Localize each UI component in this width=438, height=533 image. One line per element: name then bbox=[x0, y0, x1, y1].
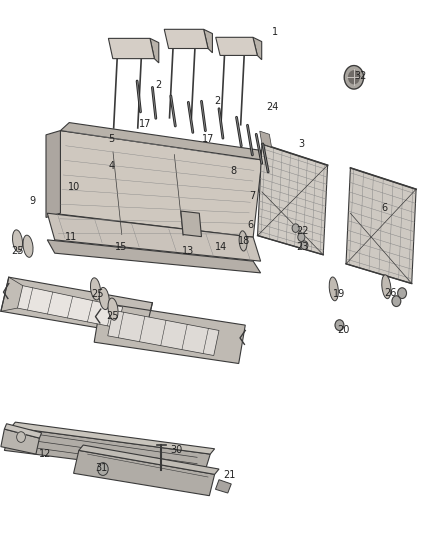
Text: 5: 5 bbox=[109, 134, 115, 143]
Polygon shape bbox=[215, 480, 231, 493]
Polygon shape bbox=[47, 240, 261, 273]
Text: 14: 14 bbox=[215, 242, 227, 252]
Text: 30: 30 bbox=[170, 446, 182, 455]
Text: 3: 3 bbox=[298, 139, 304, 149]
Text: 2: 2 bbox=[215, 96, 221, 106]
Polygon shape bbox=[1, 277, 152, 336]
Polygon shape bbox=[1, 429, 39, 454]
Polygon shape bbox=[346, 168, 416, 284]
Text: 25: 25 bbox=[106, 311, 119, 320]
Polygon shape bbox=[204, 29, 212, 53]
Circle shape bbox=[349, 71, 359, 84]
Text: 12: 12 bbox=[39, 449, 51, 459]
Circle shape bbox=[398, 288, 406, 298]
Polygon shape bbox=[150, 38, 159, 63]
Polygon shape bbox=[4, 424, 42, 438]
Text: 1: 1 bbox=[272, 27, 278, 37]
Text: 18: 18 bbox=[238, 236, 250, 246]
Polygon shape bbox=[181, 211, 201, 237]
Polygon shape bbox=[79, 445, 219, 474]
Ellipse shape bbox=[13, 230, 22, 252]
Polygon shape bbox=[47, 213, 261, 261]
Polygon shape bbox=[46, 131, 60, 217]
Text: 17: 17 bbox=[202, 134, 215, 143]
Text: 25: 25 bbox=[11, 246, 24, 255]
Text: 26: 26 bbox=[385, 288, 397, 298]
Circle shape bbox=[335, 320, 344, 330]
Circle shape bbox=[344, 66, 364, 89]
Text: 11: 11 bbox=[65, 232, 77, 242]
Text: 21: 21 bbox=[223, 471, 236, 480]
Polygon shape bbox=[260, 131, 272, 147]
Text: 23: 23 bbox=[296, 242, 308, 252]
Circle shape bbox=[298, 233, 305, 241]
Text: 13: 13 bbox=[182, 246, 194, 255]
Ellipse shape bbox=[239, 231, 247, 251]
Ellipse shape bbox=[329, 277, 338, 301]
Ellipse shape bbox=[108, 298, 118, 320]
Text: 15: 15 bbox=[115, 242, 127, 252]
Polygon shape bbox=[18, 286, 123, 328]
Polygon shape bbox=[60, 123, 272, 160]
Polygon shape bbox=[4, 427, 210, 475]
Polygon shape bbox=[164, 29, 208, 49]
Text: 6: 6 bbox=[247, 220, 254, 230]
Text: 31: 31 bbox=[95, 463, 108, 473]
Polygon shape bbox=[258, 144, 328, 255]
Circle shape bbox=[17, 432, 25, 442]
Text: 32: 32 bbox=[355, 71, 367, 80]
Polygon shape bbox=[74, 450, 215, 496]
Polygon shape bbox=[253, 37, 262, 60]
Text: 17: 17 bbox=[139, 119, 152, 128]
Text: 10: 10 bbox=[68, 182, 80, 191]
Text: 24: 24 bbox=[266, 102, 279, 111]
Circle shape bbox=[292, 224, 299, 232]
Text: 2: 2 bbox=[155, 80, 162, 90]
Text: 8: 8 bbox=[230, 166, 236, 175]
Text: 6: 6 bbox=[381, 203, 387, 213]
Ellipse shape bbox=[99, 287, 109, 310]
Text: 7: 7 bbox=[250, 191, 256, 200]
Polygon shape bbox=[11, 422, 215, 454]
Text: 4: 4 bbox=[109, 161, 115, 171]
Text: 9: 9 bbox=[30, 197, 36, 206]
Text: 19: 19 bbox=[333, 289, 345, 299]
Polygon shape bbox=[52, 131, 262, 237]
Text: 20: 20 bbox=[337, 326, 350, 335]
Polygon shape bbox=[216, 37, 257, 55]
Ellipse shape bbox=[382, 275, 391, 298]
Text: 25: 25 bbox=[91, 289, 104, 299]
Polygon shape bbox=[109, 38, 154, 59]
Circle shape bbox=[301, 241, 308, 249]
Ellipse shape bbox=[91, 278, 100, 300]
Polygon shape bbox=[108, 310, 219, 356]
Circle shape bbox=[392, 296, 401, 306]
Text: 22: 22 bbox=[296, 227, 309, 236]
Ellipse shape bbox=[23, 235, 33, 257]
Circle shape bbox=[98, 463, 108, 475]
Polygon shape bbox=[94, 303, 245, 364]
